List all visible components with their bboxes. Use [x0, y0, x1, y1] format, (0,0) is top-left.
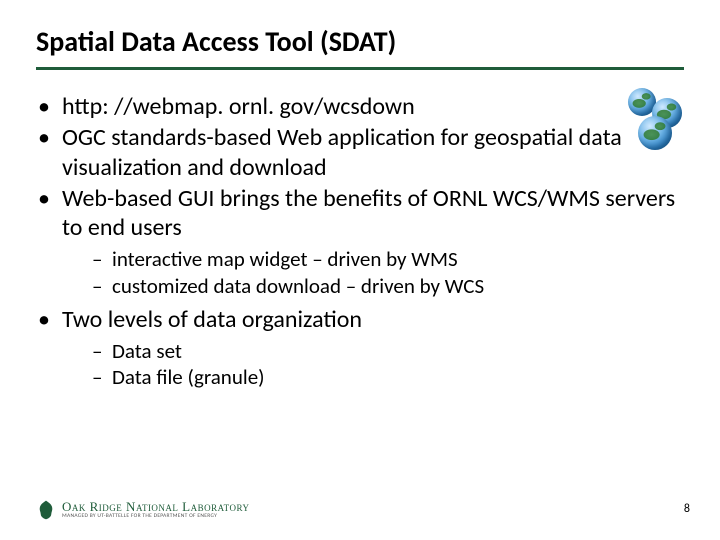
- sub-bullet-item: customized data download – driven by WCS: [92, 273, 684, 299]
- slide: Spatial Data Access Tool (SDAT) http: //…: [0, 0, 720, 540]
- bullet-text: http: //webmap. ornl. gov/wcsdown: [62, 92, 415, 121]
- bullet-text: OGC standards-based Web application for …: [62, 123, 622, 181]
- bullet-item: Web-based GUI brings the benefits of ORN…: [36, 184, 684, 299]
- bullet-list: http: //webmap. ornl. gov/wcsdown OGC st…: [36, 92, 684, 391]
- bullet-item: Two levels of data organization Data set…: [36, 305, 684, 391]
- footer-logo-block: Oak Ridge National Laboratory MANAGED BY…: [36, 500, 249, 520]
- sub-bullet-text: customized data download – driven by WCS: [112, 273, 484, 299]
- page-number: 8: [684, 502, 690, 516]
- sub-bullet-item: interactive map widget – driven by WMS: [92, 246, 684, 272]
- sub-bullet-item: Data file (granule): [92, 364, 684, 390]
- bullet-text: Web-based GUI brings the benefits of ORN…: [62, 184, 675, 242]
- sub-bullet-text: Data file (granule): [112, 364, 265, 390]
- title-underline: [36, 67, 684, 70]
- content-area: http: //webmap. ornl. gov/wcsdown OGC st…: [36, 92, 684, 391]
- lab-name: Oak Ridge National Laboratory: [62, 500, 249, 513]
- lab-text-block: Oak Ridge National Laboratory MANAGED BY…: [62, 500, 249, 520]
- oak-leaf-icon: [36, 500, 56, 520]
- slide-title: Spatial Data Access Tool (SDAT): [36, 24, 684, 67]
- sub-bullet-list: interactive map widget – driven by WMS c…: [62, 246, 684, 299]
- sub-bullet-item: Data set: [92, 338, 684, 364]
- sub-bullet-text: Data set: [112, 338, 182, 364]
- bullet-item: OGC standards-based Web application for …: [36, 123, 684, 182]
- bullet-item: http: //webmap. ornl. gov/wcsdown: [36, 92, 684, 121]
- sub-bullet-list: Data set Data file (granule): [62, 338, 684, 391]
- lab-subtitle: MANAGED BY UT-BATTELLE FOR THE DEPARTMEN…: [62, 514, 249, 520]
- bullet-text: Two levels of data organization: [62, 305, 362, 334]
- sub-bullet-text: interactive map widget – driven by WMS: [112, 246, 458, 272]
